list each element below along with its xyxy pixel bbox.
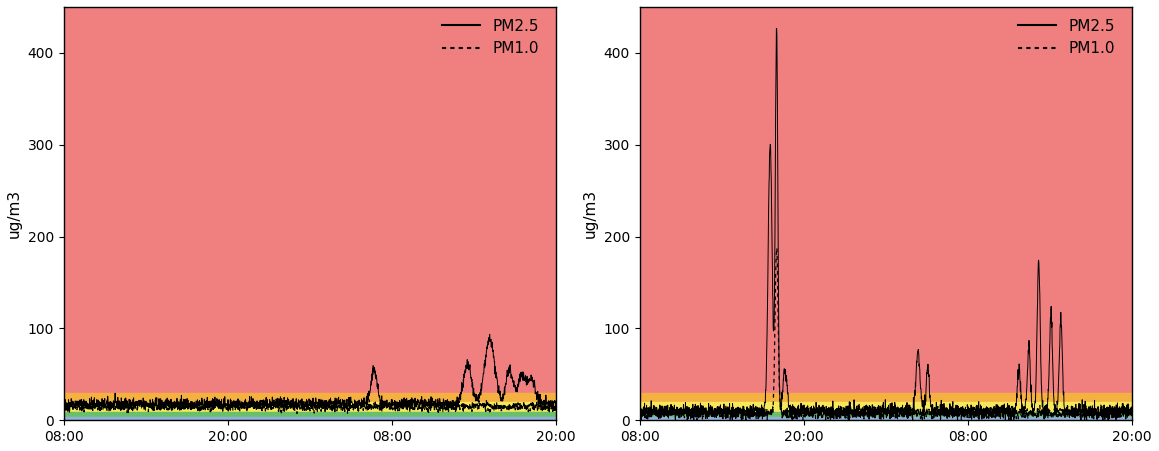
Y-axis label: ug/m3: ug/m3 (7, 189, 22, 238)
Bar (640, 417, 1132, 420)
Legend: PM2.5, PM1.0: PM2.5, PM1.0 (442, 19, 539, 56)
Legend: PM2.5, PM1.0: PM2.5, PM1.0 (1018, 19, 1115, 56)
Bar (64, 417, 556, 420)
Y-axis label: ug/m3: ug/m3 (583, 189, 598, 238)
Bar (640, 402, 1132, 412)
Bar (64, 393, 556, 402)
Bar (64, 412, 556, 417)
Bar (640, 393, 1132, 402)
Bar (64, 402, 556, 412)
Bar (640, 412, 1132, 417)
